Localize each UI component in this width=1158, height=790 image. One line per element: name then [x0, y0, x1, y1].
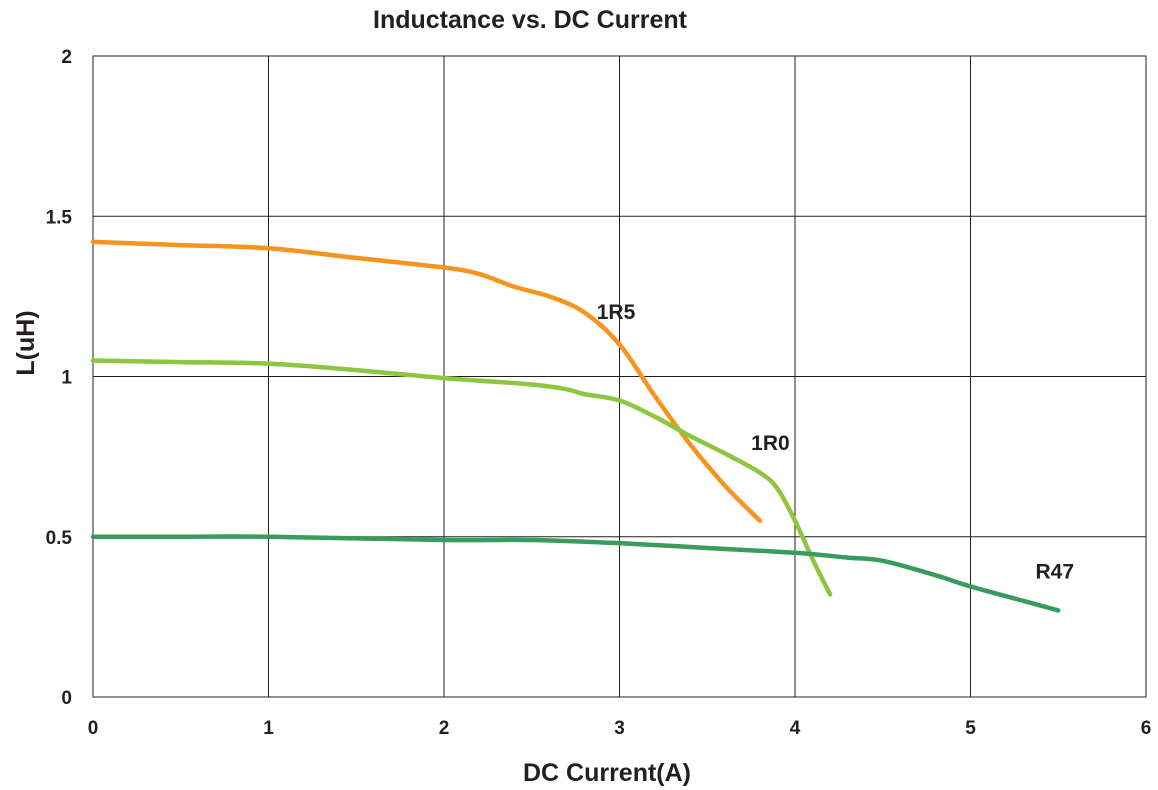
y-tick-labels: 0 0.5 1 1.5 2 — [46, 47, 73, 709]
grid-lines — [92, 55, 1147, 698]
y-tick-label: 2 — [61, 47, 72, 68]
series-lines — [90, 239, 1061, 613]
series-line-1r0 — [90, 358, 833, 597]
series-labels: 1R5 1R0 R47 — [597, 301, 1074, 584]
x-tick-label: 0 — [88, 718, 99, 739]
x-tick-label: 2 — [439, 718, 450, 739]
series-line-r47 — [90, 534, 1061, 613]
y-axis-label: L(uH) — [12, 310, 40, 375]
x-tick-label: 6 — [1141, 718, 1152, 739]
series-line-1r5 — [90, 239, 763, 523]
chart-title: Inductance vs. DC Current — [373, 6, 688, 34]
x-tick-label: 5 — [965, 718, 976, 739]
y-tick-label: 1 — [61, 368, 72, 389]
y-tick-label: 0 — [61, 688, 72, 709]
x-tick-labels: 0 1 2 3 4 5 6 — [88, 718, 1152, 739]
x-axis-label: DC Current(A) — [523, 759, 691, 787]
series-label-1r5: 1R5 — [597, 301, 636, 324]
series-label-1r0: 1R0 — [751, 432, 790, 455]
x-tick-label: 3 — [614, 718, 625, 739]
x-tick-label: 4 — [790, 718, 801, 739]
y-tick-label: 1.5 — [46, 207, 73, 228]
plot-frame — [92, 55, 1147, 698]
series-label-r47: R47 — [1035, 560, 1074, 583]
y-tick-label: 0.5 — [46, 528, 73, 549]
x-tick-label: 1 — [263, 718, 274, 739]
